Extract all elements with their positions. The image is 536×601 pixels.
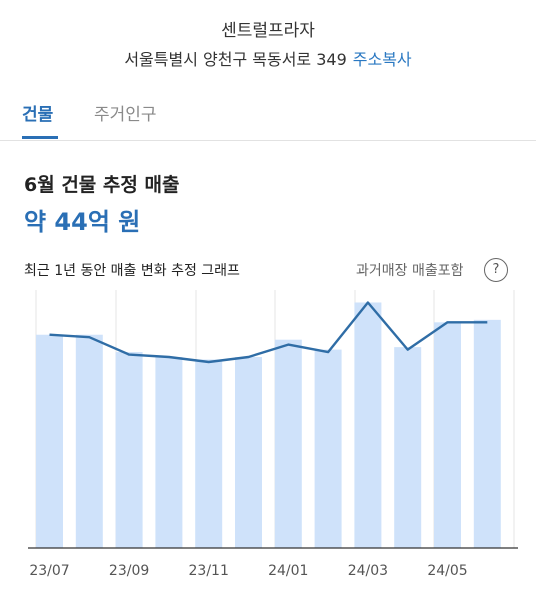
sales-summary-title: 6월 건물 추정 매출 <box>24 174 180 196</box>
bar-24/05 <box>434 322 461 548</box>
tabs-divider <box>0 140 536 141</box>
bar-23/11 <box>195 359 223 548</box>
bar-23/10 <box>155 357 183 548</box>
trend-line <box>49 301 488 364</box>
sales-summary-value: 약 44억 원 <box>24 208 141 236</box>
bar-23/12 <box>235 357 262 548</box>
x-tick-label: 23/09 <box>109 563 149 579</box>
address-text: 서울특별시 양천구 목동서로 349 <box>124 50 347 69</box>
bar-23/07 <box>36 334 63 548</box>
x-tick-label: 24/01 <box>268 563 308 579</box>
x-tick-label: 23/11 <box>189 563 229 579</box>
bar-24/02 <box>314 349 342 548</box>
x-tick-label: 24/03 <box>348 563 388 579</box>
graph-caption: 최근 1년 동안 매출 변화 추정 그래프 <box>24 263 240 279</box>
bar-24/03 <box>354 302 382 548</box>
location-header: 센트럴프라자 서울특별시 양천구 목동서로 349 주소복사 <box>0 0 536 80</box>
help-icon[interactable]: ? <box>484 258 508 282</box>
past-stores-toggle-label[interactable]: 과거매장 매출포함 <box>356 263 464 279</box>
x-tick-label: 24/05 <box>427 563 467 579</box>
tab-residents[interactable]: 주거인구 <box>94 105 157 125</box>
tab-building[interactable]: 건물 <box>22 105 54 125</box>
tab-bar: 건물 주거인구 <box>0 84 536 140</box>
sales-chart-svg: 23/07 23/09 23/11 24/01 24/03 24/05 <box>28 290 518 579</box>
sales-chart: 23/07 23/09 23/11 24/01 24/03 24/05 <box>0 290 536 601</box>
address-line: 서울특별시 양천구 목동서로 349 주소복사 <box>0 46 536 70</box>
bar-23/08 <box>75 334 103 548</box>
bar-23/09 <box>115 352 143 548</box>
copy-address-link[interactable]: 주소복사 <box>352 50 412 69</box>
active-tab-indicator <box>22 136 58 139</box>
bar-24/01 <box>274 339 302 548</box>
place-name: 센트럴프라자 <box>221 21 315 41</box>
past-stores-toggle[interactable]: 과거매장 매출포함 ? <box>356 258 516 284</box>
bar-24/04 <box>394 347 422 548</box>
bar-24/06 <box>473 319 501 548</box>
x-tick-label: 23/07 <box>29 563 69 579</box>
